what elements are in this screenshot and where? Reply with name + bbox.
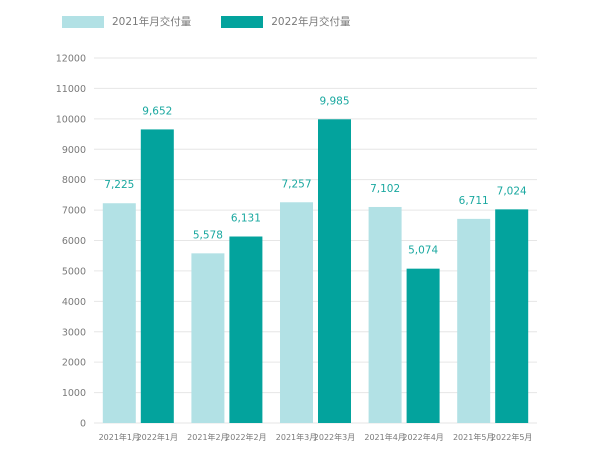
legend-item-2021: 2021年月交付量 bbox=[62, 14, 191, 29]
value-label-2022年4月: 5,074 bbox=[408, 245, 438, 257]
bar-2021年3月 bbox=[280, 202, 313, 423]
y-tick-label-12000: 12000 bbox=[56, 54, 86, 65]
value-label-2021年4月: 7,102 bbox=[370, 183, 400, 195]
bar-2022年3月 bbox=[318, 119, 351, 423]
bar-2021年5月 bbox=[457, 218, 491, 423]
x-tick-label-2021年5月: 2021年5月 bbox=[453, 432, 494, 442]
value-label-2021年1月: 7,225 bbox=[104, 179, 134, 191]
bar-2022年2月 bbox=[229, 236, 263, 423]
legend: 2021年月交付量 2022年月交付量 bbox=[62, 14, 380, 29]
value-label-2022年3月: 9,985 bbox=[319, 95, 349, 107]
legend-swatch-2021 bbox=[62, 15, 104, 28]
x-tick-label-2021年1月: 2021年1月 bbox=[99, 432, 140, 442]
y-tick-label-0: 0 bbox=[80, 419, 86, 430]
legend-label-2021: 2021年月交付量 bbox=[112, 16, 192, 28]
y-tick-label-11000: 11000 bbox=[56, 84, 86, 95]
y-tick-label-3000: 3000 bbox=[62, 327, 86, 338]
y-tick-label-9000: 9000 bbox=[62, 145, 86, 156]
y-tick-label-5000: 5000 bbox=[62, 266, 86, 277]
y-tick-label-10000: 10000 bbox=[56, 114, 86, 125]
legend-label-2022: 2022年月交付量 bbox=[271, 16, 351, 28]
y-tick-label-2000: 2000 bbox=[62, 358, 86, 369]
value-label-2022年5月: 7,024 bbox=[497, 185, 527, 197]
y-tick-label-8000: 8000 bbox=[62, 175, 86, 186]
x-tick-label-2022年1月: 2022年1月 bbox=[137, 432, 178, 442]
bar-2021年1月 bbox=[102, 203, 136, 423]
value-label-2021年2月: 5,578 bbox=[193, 229, 223, 241]
value-label-2022年1月: 9,652 bbox=[142, 105, 172, 117]
bar-2022年5月 bbox=[495, 209, 529, 423]
bar-2022年1月 bbox=[140, 129, 174, 423]
y-tick-label-1000: 1000 bbox=[62, 388, 86, 399]
x-tick-label-2022年2月: 2022年2月 bbox=[225, 432, 266, 442]
x-tick-label-2021年4月: 2021年4月 bbox=[364, 432, 405, 442]
y-tick-label-6000: 6000 bbox=[62, 236, 86, 247]
value-label-2021年5月: 6,711 bbox=[459, 195, 489, 207]
legend-swatch-2022 bbox=[221, 15, 264, 28]
x-tick-label-2021年2月: 2021年2月 bbox=[187, 432, 228, 442]
x-tick-label-2022年3月: 2022年3月 bbox=[314, 432, 355, 442]
bar-2022年4月 bbox=[406, 268, 440, 423]
value-label-2021年3月: 7,257 bbox=[281, 178, 311, 190]
x-tick-label-2021年3月: 2021年3月 bbox=[276, 432, 317, 442]
value-label-2022年2月: 6,131 bbox=[231, 213, 261, 225]
bar-2021年2月 bbox=[191, 253, 225, 423]
legend-item-2022: 2022年月交付量 bbox=[221, 14, 350, 29]
x-tick-label-2022年5月: 2022年5月 bbox=[491, 432, 532, 442]
y-tick-label-7000: 7000 bbox=[62, 206, 86, 217]
y-tick-label-4000: 4000 bbox=[62, 297, 86, 308]
bar-2021年4月 bbox=[368, 206, 402, 423]
x-tick-label-2022年4月: 2022年4月 bbox=[402, 432, 443, 442]
